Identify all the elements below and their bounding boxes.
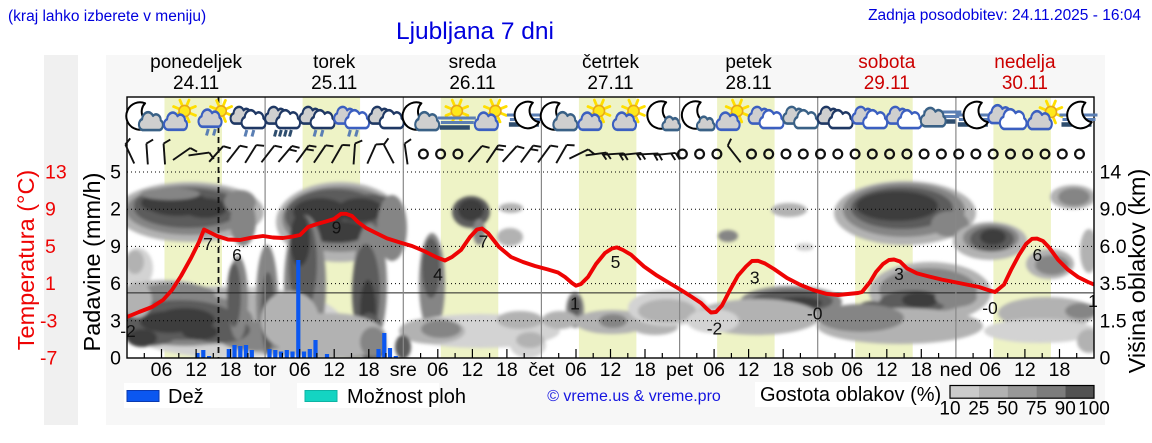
svg-text:18: 18 bbox=[1049, 359, 1071, 381]
svg-text:9.0: 9.0 bbox=[1100, 199, 1127, 221]
svg-text:5: 5 bbox=[611, 252, 621, 272]
svg-text:7: 7 bbox=[203, 234, 213, 254]
svg-text:06: 06 bbox=[289, 359, 311, 381]
svg-text:9: 9 bbox=[110, 236, 121, 258]
svg-text:2: 2 bbox=[110, 199, 121, 221]
svg-text:6: 6 bbox=[232, 245, 242, 265]
svg-text:3: 3 bbox=[110, 310, 121, 332]
svg-text:Višina oblakov (km): Višina oblakov (km) bbox=[1124, 169, 1150, 374]
svg-text:1: 1 bbox=[570, 294, 580, 314]
svg-text:5: 5 bbox=[110, 162, 121, 184]
svg-text:06: 06 bbox=[841, 359, 863, 381]
svg-text:pet: pet bbox=[666, 359, 694, 381]
svg-text:18: 18 bbox=[772, 359, 794, 381]
svg-text:6: 6 bbox=[110, 273, 121, 295]
svg-text:25.11: 25.11 bbox=[311, 73, 357, 94]
svg-text:Ljubljana 7 dni: Ljubljana 7 dni bbox=[396, 18, 554, 45]
svg-text:torek: torek bbox=[313, 52, 356, 73]
svg-text:Gostota oblakov (%): Gostota oblakov (%) bbox=[760, 384, 941, 406]
svg-text:18: 18 bbox=[910, 359, 932, 381]
svg-text:petek: petek bbox=[725, 52, 772, 73]
svg-text:12: 12 bbox=[600, 359, 622, 381]
svg-text:06: 06 bbox=[703, 359, 725, 381]
svg-text:12: 12 bbox=[323, 359, 345, 381]
svg-text:-0: -0 bbox=[807, 303, 823, 323]
svg-text:18: 18 bbox=[496, 359, 518, 381]
svg-text:-3: -3 bbox=[40, 310, 57, 332]
svg-text:75: 75 bbox=[1026, 399, 1047, 420]
svg-text:-2: -2 bbox=[707, 318, 723, 338]
svg-text:3: 3 bbox=[750, 268, 760, 288]
svg-text:(kraj lahko izberete v meniju): (kraj lahko izberete v meniju) bbox=[8, 8, 206, 25]
svg-text:06: 06 bbox=[980, 359, 1002, 381]
svg-text:100: 100 bbox=[1078, 399, 1110, 420]
svg-text:3: 3 bbox=[894, 264, 904, 284]
svg-text:6.0: 6.0 bbox=[1100, 236, 1127, 258]
svg-text:06: 06 bbox=[427, 359, 449, 381]
svg-text:sreda: sreda bbox=[449, 52, 497, 73]
svg-text:-0: -0 bbox=[982, 298, 998, 318]
svg-text:1: 1 bbox=[1088, 291, 1098, 311]
svg-text:30.11: 30.11 bbox=[1002, 73, 1048, 94]
svg-text:12: 12 bbox=[462, 359, 484, 381]
svg-text:06: 06 bbox=[151, 359, 173, 381]
svg-text:12: 12 bbox=[876, 359, 898, 381]
svg-text:9: 9 bbox=[45, 199, 56, 221]
svg-text:4: 4 bbox=[433, 265, 443, 285]
svg-text:10: 10 bbox=[939, 399, 960, 420]
svg-text:14: 14 bbox=[1100, 162, 1122, 184]
svg-text:ned: ned bbox=[940, 359, 973, 381]
svg-text:čet: čet bbox=[528, 359, 555, 381]
svg-text:Možnost ploh: Možnost ploh bbox=[347, 386, 466, 408]
svg-text:© vreme.us & vreme.pro: © vreme.us & vreme.pro bbox=[547, 388, 721, 405]
svg-text:18: 18 bbox=[220, 359, 242, 381]
svg-text:četrtek: četrtek bbox=[582, 52, 640, 73]
svg-text:0: 0 bbox=[110, 348, 121, 370]
svg-text:27.11: 27.11 bbox=[587, 73, 633, 94]
svg-text:18: 18 bbox=[634, 359, 656, 381]
svg-text:24.11: 24.11 bbox=[173, 73, 219, 94]
svg-text:Temperatura (°C): Temperatura (°C) bbox=[13, 170, 39, 350]
svg-text:1: 1 bbox=[45, 273, 56, 295]
svg-text:28.11: 28.11 bbox=[726, 73, 772, 94]
svg-text:90: 90 bbox=[1055, 399, 1076, 420]
svg-text:7: 7 bbox=[479, 232, 489, 252]
svg-text:29.11: 29.11 bbox=[864, 73, 910, 94]
svg-text:13: 13 bbox=[45, 162, 67, 184]
svg-text:Zadnja posodobitev: 24.11.2025: Zadnja posodobitev: 24.11.2025 - 16:04 bbox=[868, 7, 1141, 24]
svg-text:26.11: 26.11 bbox=[449, 73, 495, 94]
svg-text:nedelja: nedelja bbox=[994, 52, 1056, 73]
svg-text:6: 6 bbox=[1033, 245, 1043, 265]
svg-text:ponedeljek: ponedeljek bbox=[150, 52, 242, 73]
svg-text:12: 12 bbox=[185, 359, 207, 381]
svg-text:5: 5 bbox=[45, 236, 56, 258]
svg-text:25: 25 bbox=[968, 399, 989, 420]
svg-text:-2: -2 bbox=[120, 321, 136, 341]
svg-text:sre: sre bbox=[390, 359, 417, 381]
svg-text:0: 0 bbox=[1100, 348, 1111, 370]
svg-text:3.5: 3.5 bbox=[1100, 273, 1127, 295]
svg-text:50: 50 bbox=[997, 399, 1018, 420]
svg-text:sob: sob bbox=[802, 359, 834, 381]
svg-text:18: 18 bbox=[358, 359, 380, 381]
svg-text:tor: tor bbox=[254, 359, 277, 381]
svg-text:Padavine (mm/h): Padavine (mm/h) bbox=[79, 173, 105, 352]
svg-text:9: 9 bbox=[332, 218, 342, 238]
svg-text:-7: -7 bbox=[40, 348, 57, 370]
svg-text:sobota: sobota bbox=[858, 52, 915, 73]
svg-text:12: 12 bbox=[1014, 359, 1036, 381]
svg-text:06: 06 bbox=[565, 359, 587, 381]
svg-text:Dež: Dež bbox=[168, 386, 204, 408]
svg-text:12: 12 bbox=[738, 359, 760, 381]
svg-text:1.5: 1.5 bbox=[1100, 310, 1127, 332]
